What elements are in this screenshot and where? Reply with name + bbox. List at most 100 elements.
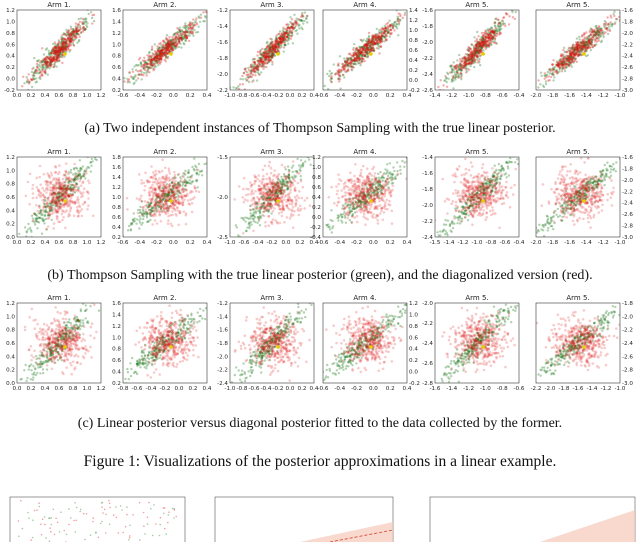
sample-point — [583, 47, 586, 50]
sample-point — [52, 187, 56, 190]
sample-point — [392, 22, 396, 25]
sample-point — [604, 21, 608, 24]
y-tick-label: -2.2 — [422, 56, 433, 62]
sample-point — [64, 192, 68, 195]
sample-point — [56, 49, 59, 53]
sample-point — [157, 57, 161, 61]
sample-point — [367, 48, 370, 52]
sample-point — [259, 58, 262, 61]
sample-point — [370, 39, 374, 42]
sample-point — [601, 31, 604, 35]
sample-point — [149, 202, 153, 205]
sample-point — [478, 42, 481, 45]
sample-point — [357, 55, 361, 59]
sample-point — [562, 66, 565, 70]
sample-point — [166, 44, 169, 48]
sample-point — [341, 65, 344, 69]
sample-point — [562, 60, 565, 63]
sample-point — [67, 181, 70, 184]
sample-point — [281, 40, 284, 44]
sample-point — [382, 35, 386, 39]
sample-point — [351, 58, 354, 62]
sample-point — [488, 34, 491, 38]
sample-point — [61, 189, 65, 193]
sample-point — [597, 29, 601, 32]
sample-point — [164, 46, 167, 50]
sample-point — [49, 59, 52, 62]
sample-point — [41, 218, 44, 221]
sample-point — [178, 41, 181, 44]
sample-point — [575, 51, 578, 55]
sample-point — [32, 66, 35, 70]
sample-point — [252, 70, 256, 74]
sample-point — [77, 201, 80, 204]
sample-point — [69, 183, 73, 186]
sample-point — [58, 180, 61, 183]
sample-point — [149, 60, 152, 63]
sample-point — [35, 68, 38, 72]
sample-point — [44, 68, 47, 71]
sample-point — [365, 44, 369, 47]
sample-point — [126, 77, 129, 81]
sample-point — [49, 65, 53, 68]
sample-point — [269, 46, 272, 50]
sample-point — [492, 32, 496, 35]
sample-point — [450, 80, 453, 83]
sample-point — [268, 54, 272, 58]
sample-point — [57, 199, 61, 202]
sample-point — [37, 63, 41, 67]
sample-point — [80, 168, 83, 171]
sample-point — [184, 36, 187, 39]
sample-point — [469, 62, 472, 65]
sample-point — [386, 27, 390, 30]
sample-point — [161, 49, 164, 52]
sample-point — [454, 78, 457, 81]
y-tick-label: 0.0 — [409, 78, 418, 84]
sample-point — [65, 34, 68, 37]
sample-point — [43, 59, 46, 62]
sample-point — [585, 40, 588, 43]
sample-point — [89, 161, 92, 164]
sample-point — [166, 45, 170, 49]
sample-point — [164, 54, 167, 57]
true-parameter-point — [63, 52, 67, 56]
sample-point — [269, 59, 272, 62]
sample-point — [372, 49, 375, 52]
sample-point — [78, 172, 82, 176]
sample-point — [179, 36, 182, 40]
sample-point — [301, 11, 304, 15]
sample-point — [360, 55, 364, 58]
sample-point — [281, 37, 284, 41]
sample-point — [59, 47, 63, 50]
sample-point — [393, 20, 397, 24]
sample-point — [71, 183, 75, 187]
sample-point — [59, 206, 62, 210]
sample-point — [279, 35, 282, 38]
sample-point — [582, 44, 585, 47]
sample-point — [51, 195, 54, 199]
y-tick-label: 1.4 — [112, 19, 121, 25]
sample-point — [375, 40, 379, 44]
sample-point — [548, 72, 551, 75]
sample-point — [271, 44, 275, 47]
sample-point — [282, 38, 285, 41]
sample-point — [369, 45, 372, 48]
sample-point — [478, 48, 481, 51]
sample-point — [129, 228, 133, 231]
sample-point — [149, 66, 153, 70]
sample-point — [560, 60, 563, 64]
sample-point — [396, 15, 399, 18]
sample-point — [52, 185, 55, 189]
sample-point — [367, 37, 370, 41]
sample-point — [34, 213, 38, 217]
sample-point — [359, 51, 363, 55]
sample-point — [291, 42, 295, 45]
sample-point — [56, 45, 59, 48]
sample-point — [50, 57, 54, 60]
sample-point — [140, 78, 143, 81]
sample-point — [264, 51, 267, 54]
sample-point — [357, 62, 360, 65]
sample-point — [31, 196, 35, 200]
sample-point — [44, 208, 47, 211]
sample-point — [190, 22, 193, 25]
